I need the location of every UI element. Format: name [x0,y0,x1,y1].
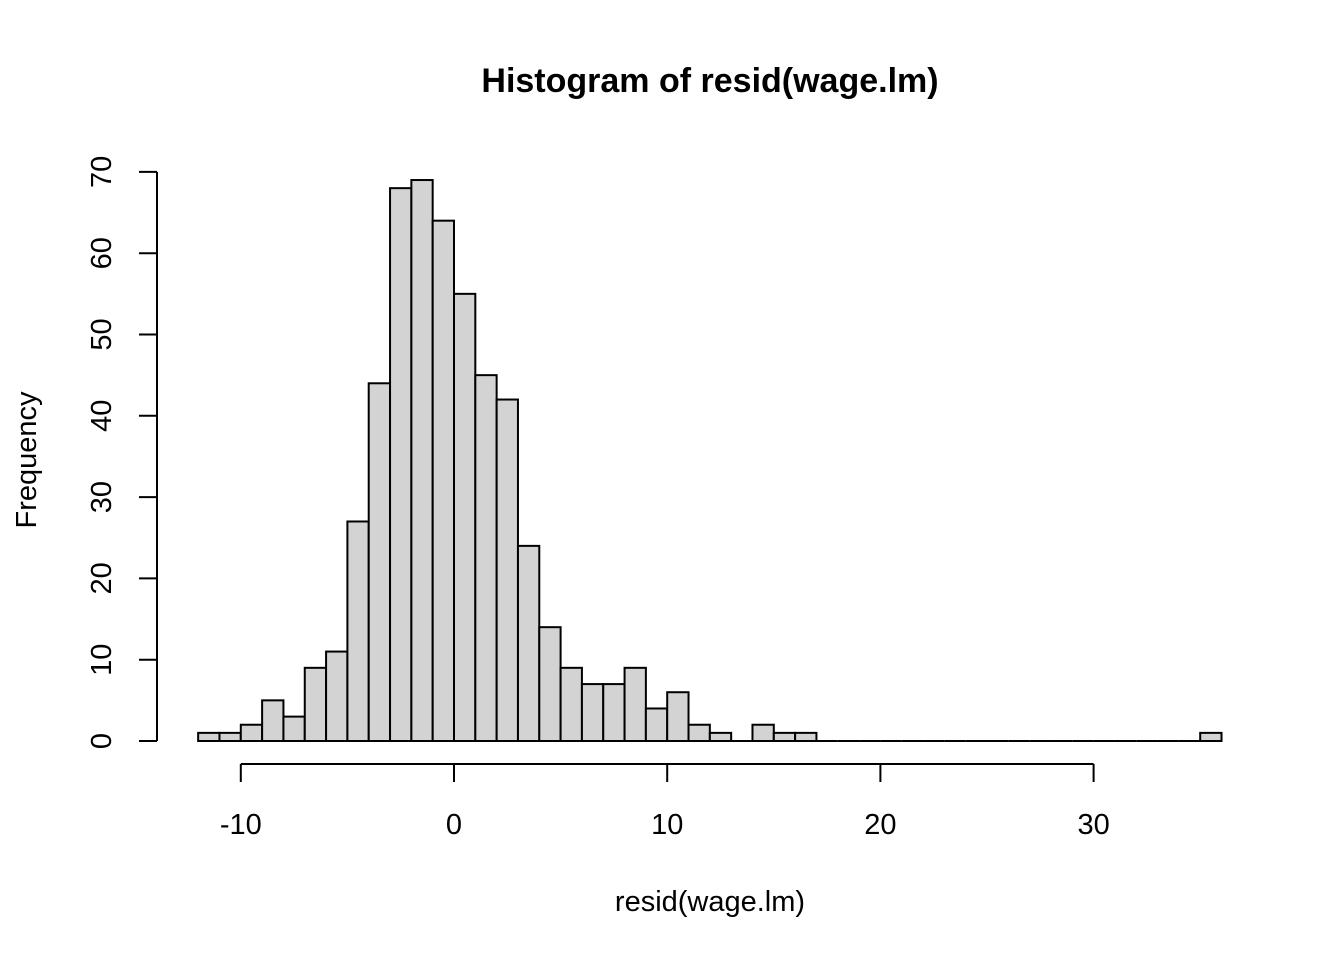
histogram-bar [367,382,392,742]
histogram-bar [218,731,242,742]
histogram-bar [431,219,455,742]
histogram-bar [410,179,434,742]
y-tick-label: 70 [86,156,118,188]
x-tick-label: 20 [864,809,896,841]
histogram-bar [751,723,775,742]
y-tick-label: 10 [86,644,118,676]
y-axis: 0 10 20 30 40 50 60 70 [86,156,158,749]
histogram-bar [389,187,413,743]
histogram-bar [666,691,690,742]
histogram-bar [538,626,562,742]
histogram-bar [644,707,669,742]
histogram-bar [708,731,733,742]
y-tick-label: 30 [86,481,118,513]
histogram-bar [602,683,626,743]
y-axis-label: Frequency [11,391,43,529]
histogram-bar [303,666,328,743]
x-axis-label: resid(wage.lm) [615,886,805,918]
x-tick-label: 10 [651,809,683,841]
bars [197,179,1223,743]
histogram-bar [453,292,477,742]
y-tick-label: 50 [86,318,118,350]
x-tick-label: 30 [1077,809,1109,841]
y-tick-label: 0 [86,733,118,749]
x-tick-label: -10 [220,809,262,841]
histogram-bar [516,544,541,742]
histogram-bar [325,650,349,743]
histogram-bar [1199,731,1223,742]
histogram-bar [261,699,285,742]
histogram-bar [623,666,647,743]
x-tick-label: 0 [446,809,462,841]
y-tick-label: 40 [86,400,118,432]
histogram-bar [282,715,306,742]
histogram-bar [559,666,583,743]
histogram-bar [495,398,519,742]
y-tick-label: 20 [86,562,118,594]
histogram-bar [772,731,797,742]
chart-title: Histogram of resid(wage.lm) [481,62,938,100]
histogram-bar [474,374,498,742]
histogram-bar [580,683,605,743]
histogram-bar [687,723,711,742]
y-tick-label: 60 [86,237,118,269]
x-axis: -10 0 10 20 30 [220,763,1110,841]
histogram-bar [239,723,264,742]
histogram-bar [346,520,370,742]
histogram-bar [197,731,221,742]
histogram-bar [794,731,818,742]
